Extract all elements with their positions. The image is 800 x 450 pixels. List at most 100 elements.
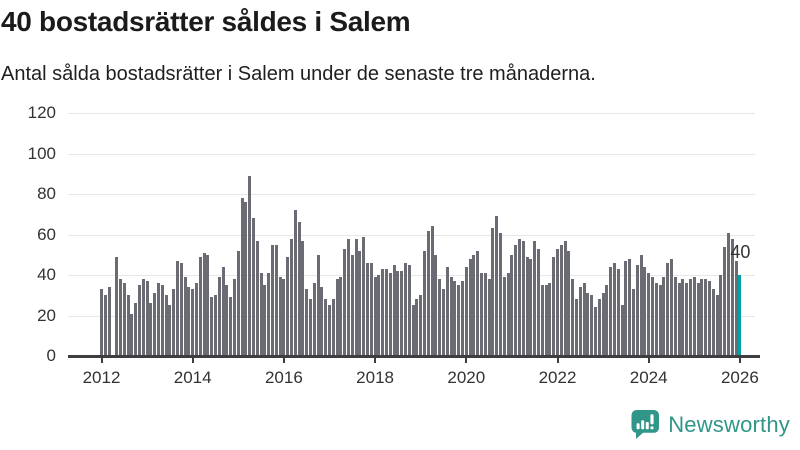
bar: [719, 275, 723, 356]
bar: [236, 250, 240, 356]
bar: [119, 279, 122, 356]
bar: [377, 275, 381, 356]
bar: [487, 279, 491, 356]
y-tick-label: 0: [46, 346, 56, 365]
bar: [267, 273, 271, 356]
bar: [168, 305, 172, 356]
highlighted-bar: [738, 275, 742, 356]
newsworthy-wordmark: Newsworthy: [668, 411, 790, 437]
bar: [708, 281, 711, 356]
newsworthy-logo[interactable]: Newsworthy: [631, 409, 790, 440]
x-tick-label: 2020: [447, 368, 486, 387]
bar: [597, 299, 601, 356]
bar: [704, 279, 708, 356]
x-tick-label: 2012: [82, 368, 121, 387]
bar: [480, 273, 483, 356]
bar: [567, 250, 571, 356]
bar: [415, 299, 419, 356]
bar: [582, 283, 586, 356]
bar: [366, 262, 369, 356]
bar: [103, 295, 107, 356]
bar: [328, 305, 331, 356]
x-tick: [465, 358, 468, 363]
bar: [586, 293, 590, 356]
bar: [339, 277, 343, 356]
gridline: [68, 275, 755, 276]
bar: [320, 287, 324, 356]
bar: [362, 236, 366, 356]
bar: [130, 313, 134, 356]
bar: [164, 295, 168, 356]
bar: [100, 289, 103, 356]
newsworthy-icon: [631, 410, 660, 439]
bar: [225, 285, 229, 356]
bar: [195, 283, 198, 356]
bar: [183, 277, 187, 356]
x-tick: [647, 358, 650, 363]
bar: [639, 254, 643, 356]
bar: [468, 258, 472, 356]
bar: [400, 271, 404, 356]
bar: [385, 268, 388, 356]
bar: [312, 283, 316, 356]
bar: [445, 266, 449, 356]
gridline: [68, 234, 755, 236]
x-tick: [100, 358, 103, 363]
bar: [347, 238, 350, 356]
chart-subtitle: Antal sålda bostadsrätter i Salem under …: [1, 63, 596, 85]
bar: [141, 279, 145, 356]
bar: [700, 279, 704, 356]
bar: [651, 277, 654, 356]
bar: [411, 305, 415, 356]
bar: [252, 218, 255, 356]
bar: [544, 285, 548, 356]
bar: [632, 289, 635, 356]
bar: [278, 277, 282, 356]
bar: [723, 246, 727, 356]
bar: [293, 210, 297, 356]
bar: [388, 273, 392, 356]
bar: [255, 240, 259, 356]
x-tick-label: 2026: [720, 368, 759, 387]
bar: [510, 254, 514, 356]
bar: [430, 226, 434, 356]
bar: [556, 248, 559, 356]
bar: [472, 254, 476, 356]
x-tick: [374, 358, 377, 363]
bar: [324, 299, 328, 356]
bar: [575, 299, 578, 356]
bar: [187, 287, 191, 356]
bar: [502, 277, 506, 356]
bar: [681, 279, 685, 356]
y-tick-label: 20: [37, 305, 56, 325]
bar: [609, 266, 613, 356]
bar: [662, 277, 666, 356]
bar: [654, 283, 658, 356]
bar: [647, 273, 651, 356]
bar: [552, 256, 556, 356]
bar: [373, 277, 377, 356]
bar: [601, 293, 605, 356]
bar: [160, 285, 164, 356]
bar: [153, 293, 157, 356]
bar: [396, 271, 400, 356]
y-tick-label: 80: [37, 184, 56, 203]
bar: [369, 262, 373, 356]
bar: [670, 258, 673, 356]
bar: [392, 264, 396, 356]
bar: [495, 216, 499, 356]
bar: [331, 299, 335, 356]
bar: [563, 240, 567, 356]
bar: [624, 260, 628, 356]
bar: [727, 232, 730, 356]
bar: [305, 289, 309, 356]
bar: [711, 289, 715, 356]
y-tick-label: 40: [37, 265, 56, 284]
bar: [221, 266, 225, 356]
bar: [419, 295, 423, 356]
bar: [316, 254, 320, 356]
bar: [122, 283, 126, 356]
bar: [571, 279, 575, 356]
bar: [434, 254, 438, 356]
